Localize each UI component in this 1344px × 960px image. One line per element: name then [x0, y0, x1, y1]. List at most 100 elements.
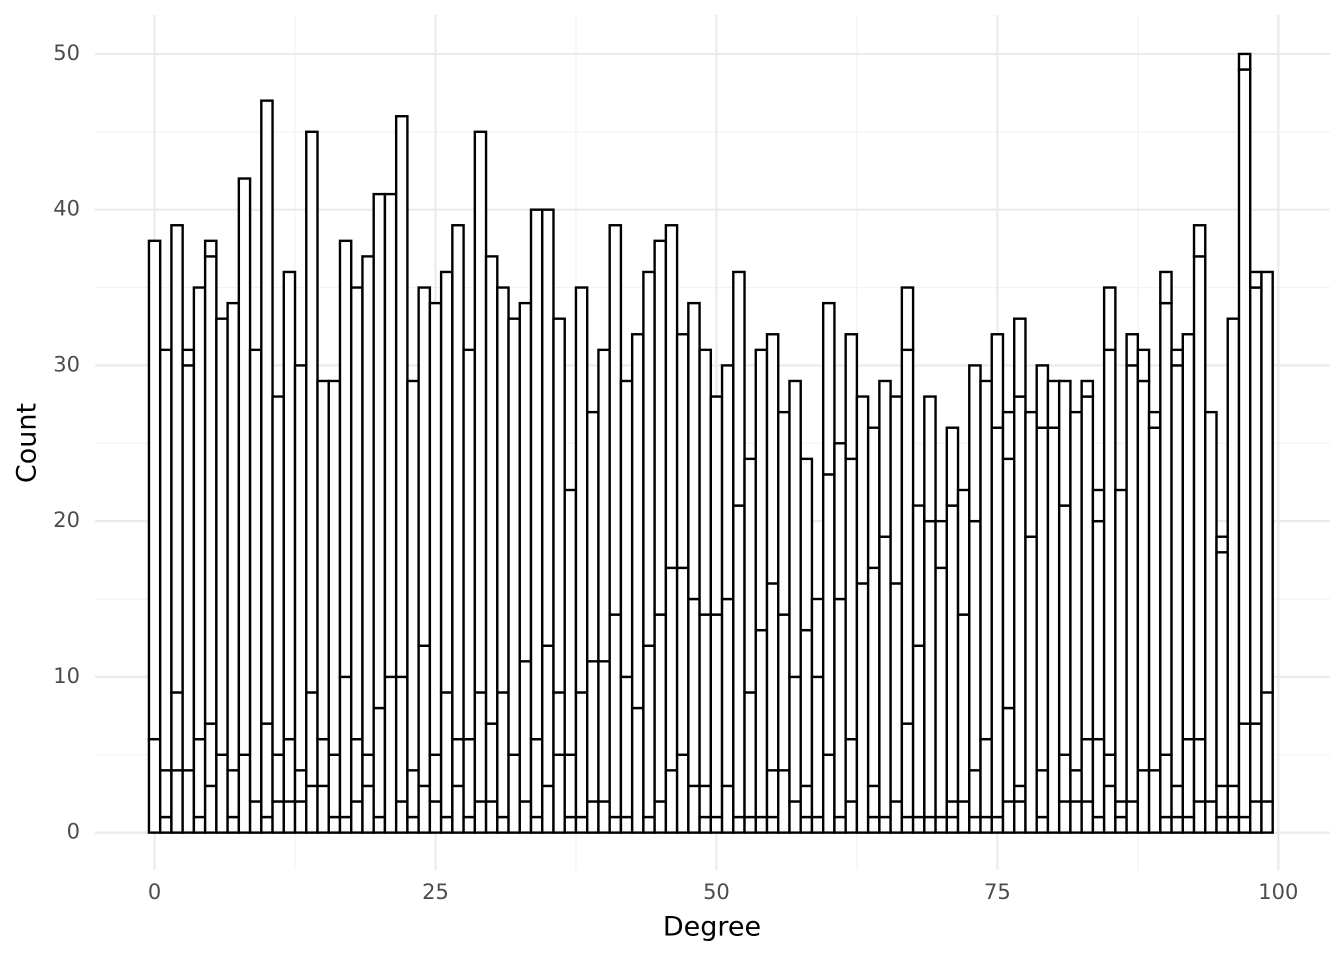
bar-segment — [158, 769, 173, 819]
bar-segment — [1181, 737, 1196, 819]
bar-segment — [1102, 753, 1117, 788]
bar-segment — [619, 815, 634, 834]
bar-segment — [586, 660, 600, 803]
bar-segment — [541, 208, 555, 647]
bar-segment — [1035, 426, 1050, 772]
bar-segment — [608, 224, 623, 616]
bar-segment — [844, 800, 859, 834]
bar-segment — [350, 737, 364, 803]
bar-segment — [765, 333, 780, 585]
bar-segment — [1170, 815, 1184, 834]
y-tick-label: 0 — [67, 820, 80, 844]
bar-segment — [1001, 410, 1016, 461]
bar-segment — [1147, 769, 1162, 834]
bar-segment — [1013, 395, 1027, 788]
bar-segment — [923, 395, 937, 523]
bar-segment — [889, 582, 904, 803]
bar-segment — [181, 348, 196, 367]
bar-segment — [1013, 800, 1027, 834]
bar-segment — [743, 457, 757, 694]
x-tick-label: 25 — [422, 880, 449, 904]
bar-segment — [158, 815, 173, 834]
bar-segment — [248, 800, 263, 834]
bar-segment — [698, 815, 713, 834]
bar-segment — [833, 597, 847, 819]
bar-segment — [900, 348, 915, 725]
bar-segment — [1069, 769, 1083, 803]
bar-segment — [1091, 488, 1106, 523]
bar-segment — [192, 286, 207, 741]
bar-segment — [316, 737, 330, 788]
bar-segment — [507, 317, 521, 756]
bar-segment — [1057, 800, 1072, 834]
bar-segment — [417, 644, 432, 788]
bar-segment — [675, 333, 690, 570]
bar-segment — [226, 769, 241, 819]
bar-segment — [1249, 722, 1263, 803]
y-tick-label: 50 — [53, 41, 80, 65]
bar-segment — [271, 753, 285, 803]
bar-segment — [1204, 410, 1218, 803]
bar-segment — [968, 519, 982, 772]
bar-segment — [338, 675, 353, 819]
bar-segment — [1035, 364, 1050, 429]
bar-segment — [428, 800, 443, 834]
bar-segment — [878, 815, 892, 834]
x-axis-title: Degree — [663, 912, 761, 943]
bar-segment — [203, 239, 218, 258]
bar-segment — [1226, 317, 1241, 788]
bar-segment — [215, 317, 229, 756]
bar-segment — [394, 675, 409, 803]
bar-segment — [574, 691, 589, 819]
bar-segment — [1159, 753, 1173, 819]
bar-segment — [496, 286, 510, 694]
bar-segment — [226, 301, 241, 772]
bar-segment — [383, 675, 398, 834]
bar-segment — [1226, 784, 1241, 819]
bar-segment — [338, 815, 353, 834]
bar-segment — [203, 722, 218, 788]
bar-segment — [473, 691, 488, 803]
bar-segment — [305, 691, 319, 788]
bar-segment — [1159, 815, 1173, 834]
bar-segment — [732, 504, 746, 819]
bar-segment — [1114, 800, 1128, 819]
bar-segment — [1204, 800, 1218, 834]
bar-segment — [934, 519, 949, 570]
bar-segment — [248, 348, 263, 803]
bar-segment — [765, 769, 780, 819]
bar-segment — [608, 613, 623, 819]
bar-segment — [181, 769, 196, 834]
bar-segment — [945, 426, 960, 507]
x-tick-label: 50 — [703, 880, 730, 904]
bar-segment — [170, 691, 184, 772]
bar-segment — [462, 348, 477, 741]
bar-segment — [765, 815, 780, 834]
bar-segment — [979, 737, 993, 819]
bar-segment — [945, 800, 960, 819]
bar-segment — [316, 784, 330, 834]
bar-segment — [563, 815, 578, 834]
y-tick-label: 30 — [53, 352, 80, 376]
bar-segment — [687, 784, 701, 834]
bar-segment — [1136, 379, 1151, 772]
bar-segment — [732, 815, 746, 834]
bar-segment — [260, 99, 274, 725]
bar-segment — [1035, 769, 1050, 819]
bar-segment — [1237, 68, 1252, 725]
bar-segment — [788, 800, 802, 834]
bar-segment — [630, 333, 645, 710]
bar-segment — [743, 815, 757, 834]
bar-segment — [1114, 815, 1128, 834]
bar-segment — [158, 348, 173, 772]
bar-segment — [350, 800, 364, 834]
bar-segment — [1001, 706, 1016, 803]
bar-segment — [608, 815, 623, 834]
bar-segment — [720, 597, 735, 788]
bar-segment — [529, 815, 544, 834]
bar-segment — [170, 769, 184, 834]
bar-segment — [1181, 815, 1196, 834]
bar-segment — [810, 815, 825, 834]
bar-segment — [799, 457, 814, 632]
bar-segment — [642, 644, 656, 819]
